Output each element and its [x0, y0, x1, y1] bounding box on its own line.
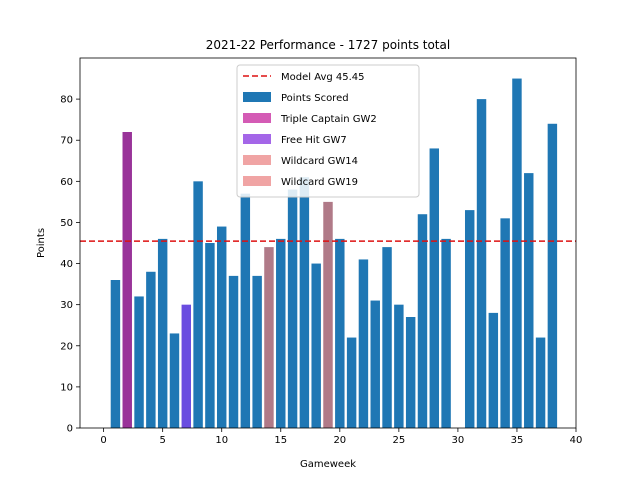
bar-gw-9	[205, 243, 215, 428]
legend-label-wildcard-gw19: Wildcard GW19	[281, 177, 358, 188]
bar-gw-31	[464, 210, 475, 428]
bar-gw-21	[346, 337, 357, 428]
x-tick-label-0: 0	[100, 435, 106, 446]
bar-gw-29	[441, 238, 451, 428]
bar-gw-16	[287, 189, 298, 428]
bar-gw-7	[181, 304, 192, 428]
legend-label-triple-captain-gw2: Triple Captain GW2	[280, 114, 377, 125]
plot-frame	[79, 57, 577, 429]
legend: Model Avg 45.45 Points Scored Triple Capta…	[236, 64, 420, 198]
bar-gw-26	[405, 317, 416, 428]
y-tick-label-30: 30	[60, 300, 73, 311]
x-tick-label-10: 10	[215, 435, 228, 446]
bar-gw-32	[476, 99, 487, 428]
bar-gw-36	[524, 173, 534, 428]
bar-gw-3	[134, 296, 144, 428]
legend-swatch-free-hit-gw7	[243, 134, 271, 144]
y-tick-label-70: 70	[60, 136, 73, 147]
bar-gw-6	[169, 333, 180, 428]
chart-title: 2021-22 Performance - 1727 points total	[206, 38, 450, 52]
bar-gw-12	[240, 193, 251, 428]
bar-gw-34	[500, 218, 510, 428]
x-tick-label-15: 15	[274, 435, 287, 446]
legend-label-free-hit-gw7: Free Hit GW7	[281, 135, 347, 146]
bar-gw-22	[358, 259, 369, 428]
legend-label-model-avg-45-45: Model Avg 45.45	[281, 72, 365, 83]
bar-gw-2	[122, 132, 132, 428]
y-tick-label-20: 20	[60, 341, 73, 352]
bar-gw-19	[323, 201, 333, 428]
bar-gw-1	[110, 280, 121, 428]
y-tick-label-60: 60	[60, 177, 73, 188]
y-tick-label-40: 40	[60, 259, 73, 270]
x-tick-label-35: 35	[511, 435, 524, 446]
x-axis-label: Gameweek	[300, 459, 356, 470]
bar-gw-15	[276, 238, 286, 428]
x-tick-label-40: 40	[570, 435, 583, 446]
bar-gw-20	[335, 238, 345, 428]
y-tick-label-50: 50	[60, 218, 73, 229]
bar-gw-25	[394, 304, 404, 428]
bar-gw-13	[252, 275, 262, 428]
bar-gw-33	[488, 312, 499, 428]
x-tick-label-30: 30	[452, 435, 465, 446]
y-tick-label-80: 80	[60, 95, 73, 106]
y-tick-label-0: 0	[67, 424, 73, 435]
legend-swatch-points-scored	[243, 92, 271, 102]
bar-gw-5	[157, 238, 168, 428]
bar-gw-10	[216, 226, 227, 428]
bar-gw-37	[535, 337, 546, 428]
bar-gw-14	[264, 247, 274, 428]
legend-swatch-wildcard-gw19	[243, 176, 271, 186]
x-tick-label-25: 25	[392, 435, 405, 446]
bar-gw-17	[299, 177, 310, 428]
legend-frame	[236, 64, 420, 198]
bar-gw-38	[547, 123, 558, 429]
legend-label-points-scored: Points Scored	[281, 93, 349, 104]
bar-gw-28	[429, 148, 440, 428]
bar-gw-35	[512, 78, 522, 429]
y-axis: 0 10 20 30 40 50 60 70 80	[60, 95, 80, 435]
bars-group	[110, 78, 558, 429]
bar-gw-27	[417, 214, 428, 428]
bar-gw-24	[382, 247, 392, 428]
x-tick-label-5: 5	[159, 435, 165, 446]
bar-gw-8	[193, 181, 203, 428]
bar-gw-18	[311, 263, 321, 428]
legend-swatch-triple-captain-gw2	[243, 113, 271, 123]
y-axis-label: Points	[36, 228, 47, 258]
legend-swatch-wildcard-gw14	[243, 155, 271, 165]
bar-gw-23	[370, 300, 380, 428]
x-axis: 0 5 10 15 20 25 30 35 40	[100, 428, 582, 446]
x-tick-label-20: 20	[333, 435, 346, 446]
legend-label-wildcard-gw14: Wildcard GW14	[281, 156, 358, 167]
bar-gw-4	[146, 271, 156, 428]
y-tick-label-10: 10	[60, 382, 73, 393]
bar-gw-11	[228, 275, 239, 428]
